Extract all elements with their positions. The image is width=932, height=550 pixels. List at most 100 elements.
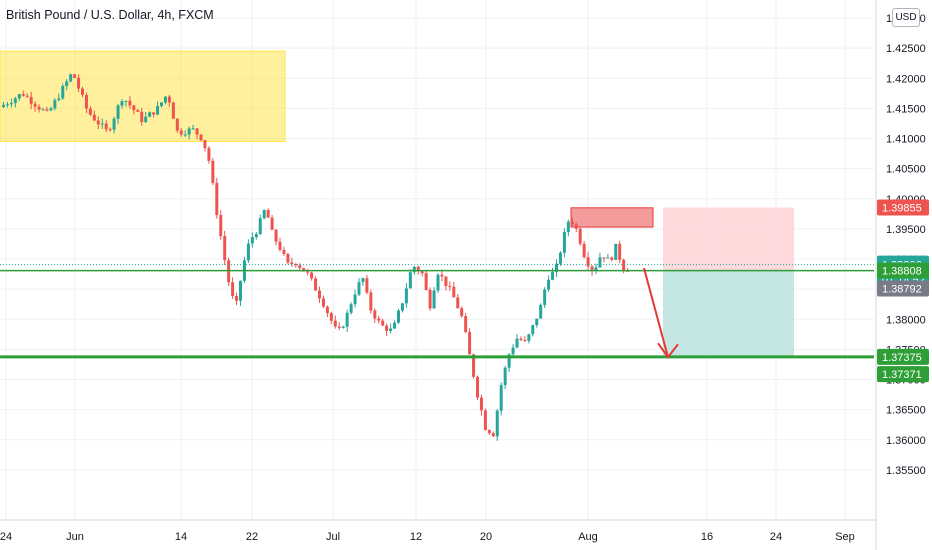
x-tick-label: 14 xyxy=(175,531,187,543)
candle-up xyxy=(357,282,361,295)
candle-up xyxy=(499,385,503,411)
candle-down xyxy=(321,298,325,307)
x-tick-label: 20 xyxy=(480,531,492,543)
candle-down xyxy=(448,286,452,288)
candle-down xyxy=(491,433,495,437)
stop-loss-zone xyxy=(663,207,794,271)
candle-down xyxy=(29,96,33,104)
candle-down xyxy=(377,318,381,321)
candle-down xyxy=(215,182,219,216)
candle-down xyxy=(318,290,321,299)
candle-down xyxy=(479,397,483,411)
candle-down xyxy=(175,118,179,131)
horizontal-lines xyxy=(0,264,874,359)
time-axis[interactable]: 24 Jun 14 22 Jul 12 20 Aug 16 24 Sep xyxy=(0,519,876,543)
x-tick-label: 12 xyxy=(410,531,422,543)
candle-down xyxy=(136,110,140,112)
candle-down xyxy=(199,134,203,141)
candle-up xyxy=(393,322,397,329)
candle-down xyxy=(25,95,29,97)
currency-button[interactable]: USD xyxy=(892,8,920,27)
candle-down xyxy=(195,128,199,135)
candle-down xyxy=(132,105,136,111)
price-tag xyxy=(877,348,929,365)
take-profit-zone xyxy=(663,270,794,357)
candle-down xyxy=(424,273,428,290)
candle-down xyxy=(81,88,84,95)
candle-up xyxy=(160,102,163,106)
candle-up xyxy=(69,74,73,82)
resistance-box xyxy=(570,207,654,228)
candle-up xyxy=(353,294,357,305)
candle-up xyxy=(17,94,21,99)
candle-up xyxy=(606,257,610,259)
candle-down xyxy=(282,249,286,254)
candle-down xyxy=(302,268,306,272)
candle-up xyxy=(187,128,191,135)
candle-down xyxy=(167,96,171,103)
candle-down xyxy=(290,262,294,265)
candle-up xyxy=(9,103,13,105)
candle-down xyxy=(270,217,274,230)
candle-up xyxy=(262,210,266,219)
x-tick-label: 24 xyxy=(0,531,12,543)
candle-up xyxy=(124,100,128,102)
candle-up xyxy=(598,257,602,268)
candle-down xyxy=(108,129,112,131)
candle-down xyxy=(582,243,586,258)
candle-down xyxy=(310,272,314,279)
candle-down xyxy=(266,210,270,218)
candle-down xyxy=(92,114,96,121)
candle-down xyxy=(140,111,144,122)
candle-down xyxy=(298,265,302,269)
candle-up xyxy=(53,100,57,109)
candle-down xyxy=(88,108,92,115)
price-tag-label: 1.38808 xyxy=(882,266,922,278)
candle-down xyxy=(104,123,108,130)
candle-down xyxy=(314,278,318,291)
candle-up xyxy=(116,105,120,119)
x-tick-label: Jun xyxy=(66,531,84,543)
candle-up xyxy=(5,104,9,106)
candle-up xyxy=(432,290,436,309)
candle-down xyxy=(329,313,333,321)
candle-down xyxy=(586,257,590,267)
candle-down xyxy=(325,306,329,314)
candle-down xyxy=(420,271,424,274)
candle-down xyxy=(73,74,77,78)
supply-zone xyxy=(0,50,286,143)
candle-up xyxy=(614,243,618,260)
y-tick-label: 1.40500 xyxy=(886,164,926,176)
candle-down xyxy=(460,308,464,317)
candle-down xyxy=(590,266,594,271)
x-tick-label: Jul xyxy=(326,531,340,543)
candle-up xyxy=(341,326,345,328)
arrow-shaft xyxy=(643,267,669,358)
candle-up xyxy=(397,310,400,323)
y-tick-label: 1.36000 xyxy=(886,435,926,447)
candle-up xyxy=(543,289,547,305)
candle-down xyxy=(235,295,239,301)
candle-up xyxy=(535,318,539,326)
candle-up xyxy=(183,134,187,136)
candle-down xyxy=(365,278,369,293)
candle-down xyxy=(231,282,235,296)
candle-down xyxy=(578,228,582,244)
candle-down xyxy=(37,106,41,110)
candle-down xyxy=(570,221,574,225)
candle-down xyxy=(219,215,223,237)
y-tick-label: 1.35500 xyxy=(886,465,926,477)
candle-up xyxy=(246,243,250,261)
x-tick-label: Aug xyxy=(578,531,598,543)
candle-down xyxy=(452,286,456,298)
candle-down xyxy=(96,120,100,125)
candle-down xyxy=(610,257,614,260)
y-tick-label: 1.42000 xyxy=(886,73,926,85)
candle-down xyxy=(84,94,88,109)
candle-down xyxy=(333,320,337,327)
candle-up xyxy=(361,278,365,283)
candle-up xyxy=(49,108,53,111)
candle-up xyxy=(408,272,412,289)
y-tick-label: 1.36500 xyxy=(886,405,926,417)
